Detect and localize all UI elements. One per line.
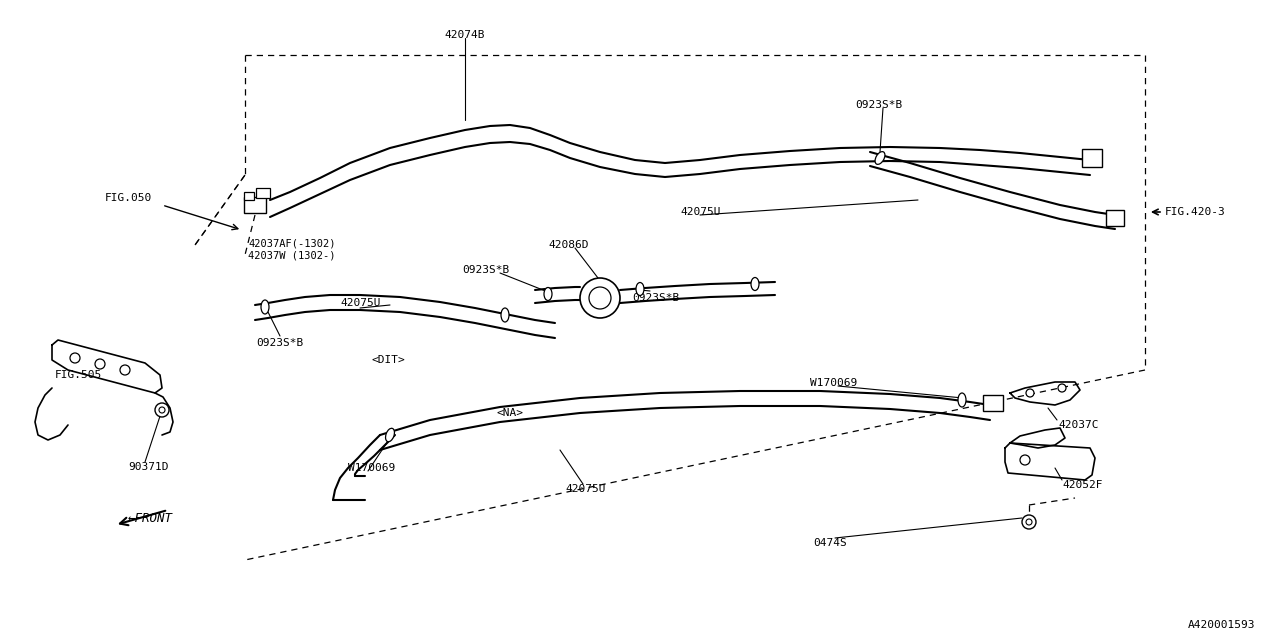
Text: 0923S*B: 0923S*B [462,265,509,275]
Ellipse shape [261,300,269,314]
Text: 0923S*B: 0923S*B [855,100,902,110]
Bar [983,395,1004,411]
Text: 42037AF(-1302): 42037AF(-1302) [248,238,335,248]
Circle shape [95,359,105,369]
Circle shape [70,353,79,363]
Text: 42074B: 42074B [444,30,485,40]
Text: 42075U: 42075U [680,207,721,217]
Text: 42075U: 42075U [340,298,380,308]
Bar [256,188,270,198]
Text: 90371D: 90371D [128,462,169,472]
Ellipse shape [751,278,759,291]
Text: 42075U: 42075U [564,484,605,494]
Text: FIG.505: FIG.505 [55,370,102,380]
Text: FIG.420-3: FIG.420-3 [1165,207,1226,217]
Text: 42037C: 42037C [1059,420,1098,430]
Ellipse shape [500,308,509,322]
Circle shape [1059,384,1066,392]
Circle shape [580,278,620,318]
Bar [244,197,266,213]
Ellipse shape [636,282,644,296]
Circle shape [120,365,131,375]
Text: W170069: W170069 [810,378,858,388]
Text: FIG.050: FIG.050 [105,193,152,203]
Text: 42086D: 42086D [548,240,589,250]
Text: 0474S: 0474S [813,538,847,548]
Circle shape [1027,389,1034,397]
Circle shape [155,403,169,417]
Ellipse shape [385,428,394,442]
Ellipse shape [876,152,884,164]
Circle shape [1020,455,1030,465]
Ellipse shape [544,287,552,301]
Text: A420001593: A420001593 [1188,620,1254,630]
Circle shape [1027,519,1032,525]
Text: 0923S*B: 0923S*B [632,293,680,303]
Text: 42037W (1302-): 42037W (1302-) [248,250,335,260]
Ellipse shape [957,393,966,407]
Bar [1106,210,1124,226]
Text: W170069: W170069 [348,463,396,473]
Text: 0923S*B: 0923S*B [256,338,303,348]
Text: ←FRONT: ←FRONT [128,512,173,525]
Bar [1082,149,1102,167]
Text: <DIT>: <DIT> [371,355,404,365]
Text: 42052F: 42052F [1062,480,1102,490]
Circle shape [589,287,611,309]
Text: <NA>: <NA> [497,408,524,418]
Bar [244,192,253,200]
Circle shape [159,407,165,413]
Circle shape [1021,515,1036,529]
